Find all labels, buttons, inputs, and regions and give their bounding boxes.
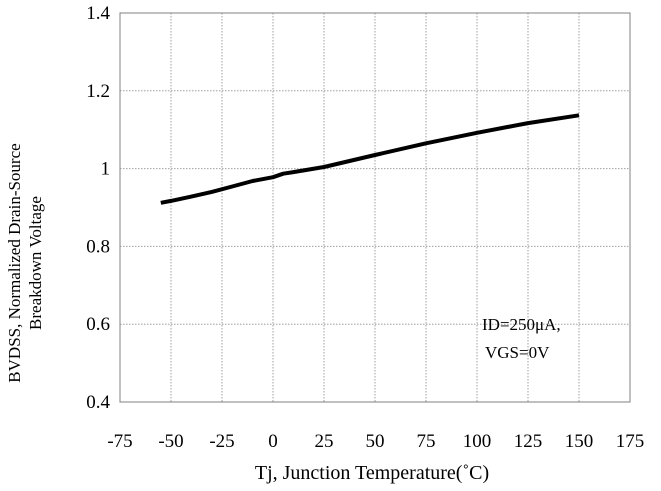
x-tick-label: 75 xyxy=(417,431,436,452)
y-axis-label-line-1: BVDSS, Normalized Drain-Source xyxy=(5,143,24,382)
x-tick-label: 150 xyxy=(565,431,594,452)
condition-annotation: ID=250μA, VGS=0V xyxy=(482,315,561,362)
x-tick-label: -50 xyxy=(158,431,183,452)
x-axis-label: Tj, Junction Temperature(˚C) xyxy=(255,462,489,484)
annotation-line-1: ID=250μA, xyxy=(482,315,561,334)
y-tick-label: 1.4 xyxy=(86,3,110,24)
y-tick-labels: 0.4 0.6 0.8 1 1.2 1.4 xyxy=(86,3,110,413)
series-line xyxy=(160,113,580,205)
grid xyxy=(120,13,630,402)
plot-frame xyxy=(119,12,631,403)
annotation-line-2-text: VGS=0V xyxy=(485,343,550,362)
y-tick-label: 1.2 xyxy=(86,81,110,102)
x-tick-label: -25 xyxy=(209,431,234,452)
annotation-line-1-text: ID=250μA, xyxy=(482,315,561,334)
x-tick-labels: -75 -50 -25 0 25 50 75 100 125 150 175 xyxy=(107,431,644,452)
x-tick-label: 125 xyxy=(514,431,543,452)
x-tick-label: -75 xyxy=(107,431,132,452)
x-tick-label: 25 xyxy=(315,431,334,452)
x-tick-label: 100 xyxy=(463,431,492,452)
x-tick-label: 50 xyxy=(366,431,385,452)
y-tick-label: 0.4 xyxy=(86,392,110,413)
y-tick-label: 0.8 xyxy=(86,236,110,257)
series-layer xyxy=(160,113,580,205)
y-axis-label-line-2: Breakdown Voltage xyxy=(26,196,45,330)
x-axis-label-text: Tj, Junction Temperature(˚C) xyxy=(255,462,489,484)
y-tick-label: 0.6 xyxy=(86,314,110,335)
x-tick-label: 0 xyxy=(268,431,278,452)
annotation-line-2: VGS=0V xyxy=(485,343,550,362)
y-tick-label: 1 xyxy=(101,159,111,180)
y-axis-label: BVDSS, Normalized Drain-Source Breakdown… xyxy=(5,143,45,382)
x-tick-label: 175 xyxy=(616,431,645,452)
